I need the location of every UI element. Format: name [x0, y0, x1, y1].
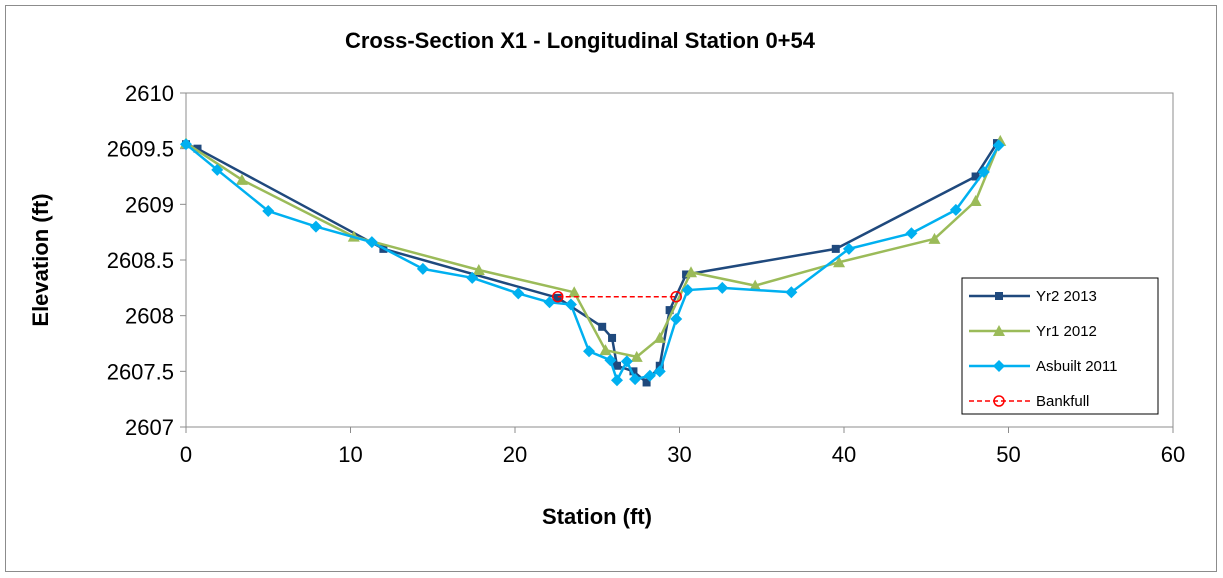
data-point: [211, 163, 224, 176]
data-point: [180, 138, 192, 151]
x-tick-label: 60: [1161, 442, 1185, 467]
data-point: [992, 139, 1005, 152]
data-point: [568, 286, 581, 298]
legend-label-bankfull: Bankfull: [1036, 393, 1089, 410]
data-point: [653, 365, 666, 378]
y-axis: 2607 2607.5 2608 2608.5 2609 2609.5 2610: [107, 81, 186, 440]
data-point: [610, 374, 623, 387]
data-point: [716, 281, 729, 294]
data-point: [949, 203, 962, 216]
legend-marker-yr2-2013: [995, 292, 1003, 300]
data-point: [670, 313, 683, 326]
series-line-asbuilt-2011: [185, 143, 1000, 382]
data-point: [583, 345, 596, 358]
x-tick-label: 30: [667, 442, 691, 467]
data-point: [685, 266, 698, 278]
data-point: [681, 284, 694, 297]
y-tick-label: 2607: [125, 415, 174, 440]
data-point: [235, 173, 248, 185]
legend-marker-bankfull: [993, 395, 1005, 407]
data-point: [785, 286, 798, 299]
data-point: [643, 369, 656, 382]
data-point: [670, 290, 682, 303]
y-tick-label: 2608: [125, 304, 174, 329]
data-point: [682, 270, 691, 279]
legend-label-yr2-2013: Yr2 2013: [1036, 288, 1097, 305]
data-point: [552, 290, 564, 303]
y-tick-label: 2608.5: [107, 248, 174, 273]
data-point: [262, 205, 275, 218]
data-point: [905, 227, 918, 240]
y-axis-title: Elevation (ft): [28, 193, 53, 326]
data-point: [604, 354, 617, 367]
data-point: [309, 220, 322, 233]
data-point: [608, 333, 617, 342]
y-tick-label: 2610: [125, 81, 174, 106]
legend-marker-asbuilt-2011: [993, 360, 1005, 372]
data-point: [665, 306, 674, 315]
y-tick-label: 2607.5: [107, 359, 174, 384]
legend-box: [961, 277, 1159, 415]
series-asbuilt-2011: [180, 138, 1005, 387]
x-tick-label: 0: [180, 442, 192, 467]
data-point: [977, 166, 990, 179]
legend-marker-yr1-2012: [993, 325, 1005, 336]
data-point: [629, 373, 642, 386]
data-point: [928, 232, 941, 244]
x-axis: 0 10 20 30 40 50 60: [180, 427, 1185, 467]
data-point: [472, 264, 485, 276]
data-point: [598, 322, 607, 331]
data-point: [971, 172, 980, 181]
series-layer: [180, 134, 1007, 387]
legend: Yr2 2013 Yr1 2012 Asbuilt 2011 Bankfull: [961, 277, 1159, 415]
data-point: [969, 194, 982, 206]
series-bankfull: [552, 290, 682, 303]
data-point: [599, 344, 612, 356]
y-tick-label: 2609: [125, 192, 174, 217]
data-point: [612, 361, 621, 370]
x-tick-label: 10: [338, 442, 362, 467]
data-point: [620, 355, 633, 368]
x-tick-label: 40: [832, 442, 856, 467]
data-point: [466, 271, 479, 284]
data-point: [630, 350, 643, 362]
data-point: [842, 242, 855, 255]
y-tick-label: 2609.5: [107, 137, 174, 162]
x-axis-title: Station (ft): [542, 504, 652, 529]
data-point: [193, 144, 202, 153]
data-point: [564, 298, 577, 311]
data-point: [749, 279, 762, 291]
x-tick-label: 20: [503, 442, 527, 467]
data-point: [543, 296, 556, 309]
legend-label-yr1-2012: Yr1 2012: [1036, 323, 1097, 340]
x-tick-label: 50: [996, 442, 1020, 467]
legend-label-asbuilt-2011: Asbuilt 2011: [1036, 358, 1117, 375]
data-point: [831, 244, 840, 253]
data-point: [512, 287, 525, 300]
data-point: [629, 367, 638, 376]
data-point: [642, 378, 651, 387]
data-point: [553, 293, 562, 302]
data-point: [833, 256, 846, 268]
data-point: [365, 236, 378, 249]
data-point: [653, 331, 666, 343]
data-point: [416, 262, 429, 275]
chart-title: Cross-Section X1 - Longitudinal Station …: [345, 28, 816, 53]
